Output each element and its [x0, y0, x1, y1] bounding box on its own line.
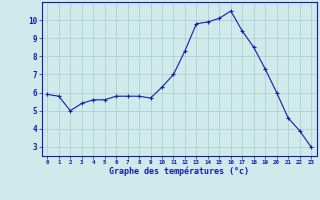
X-axis label: Graphe des températures (°c): Graphe des températures (°c) — [109, 167, 249, 176]
